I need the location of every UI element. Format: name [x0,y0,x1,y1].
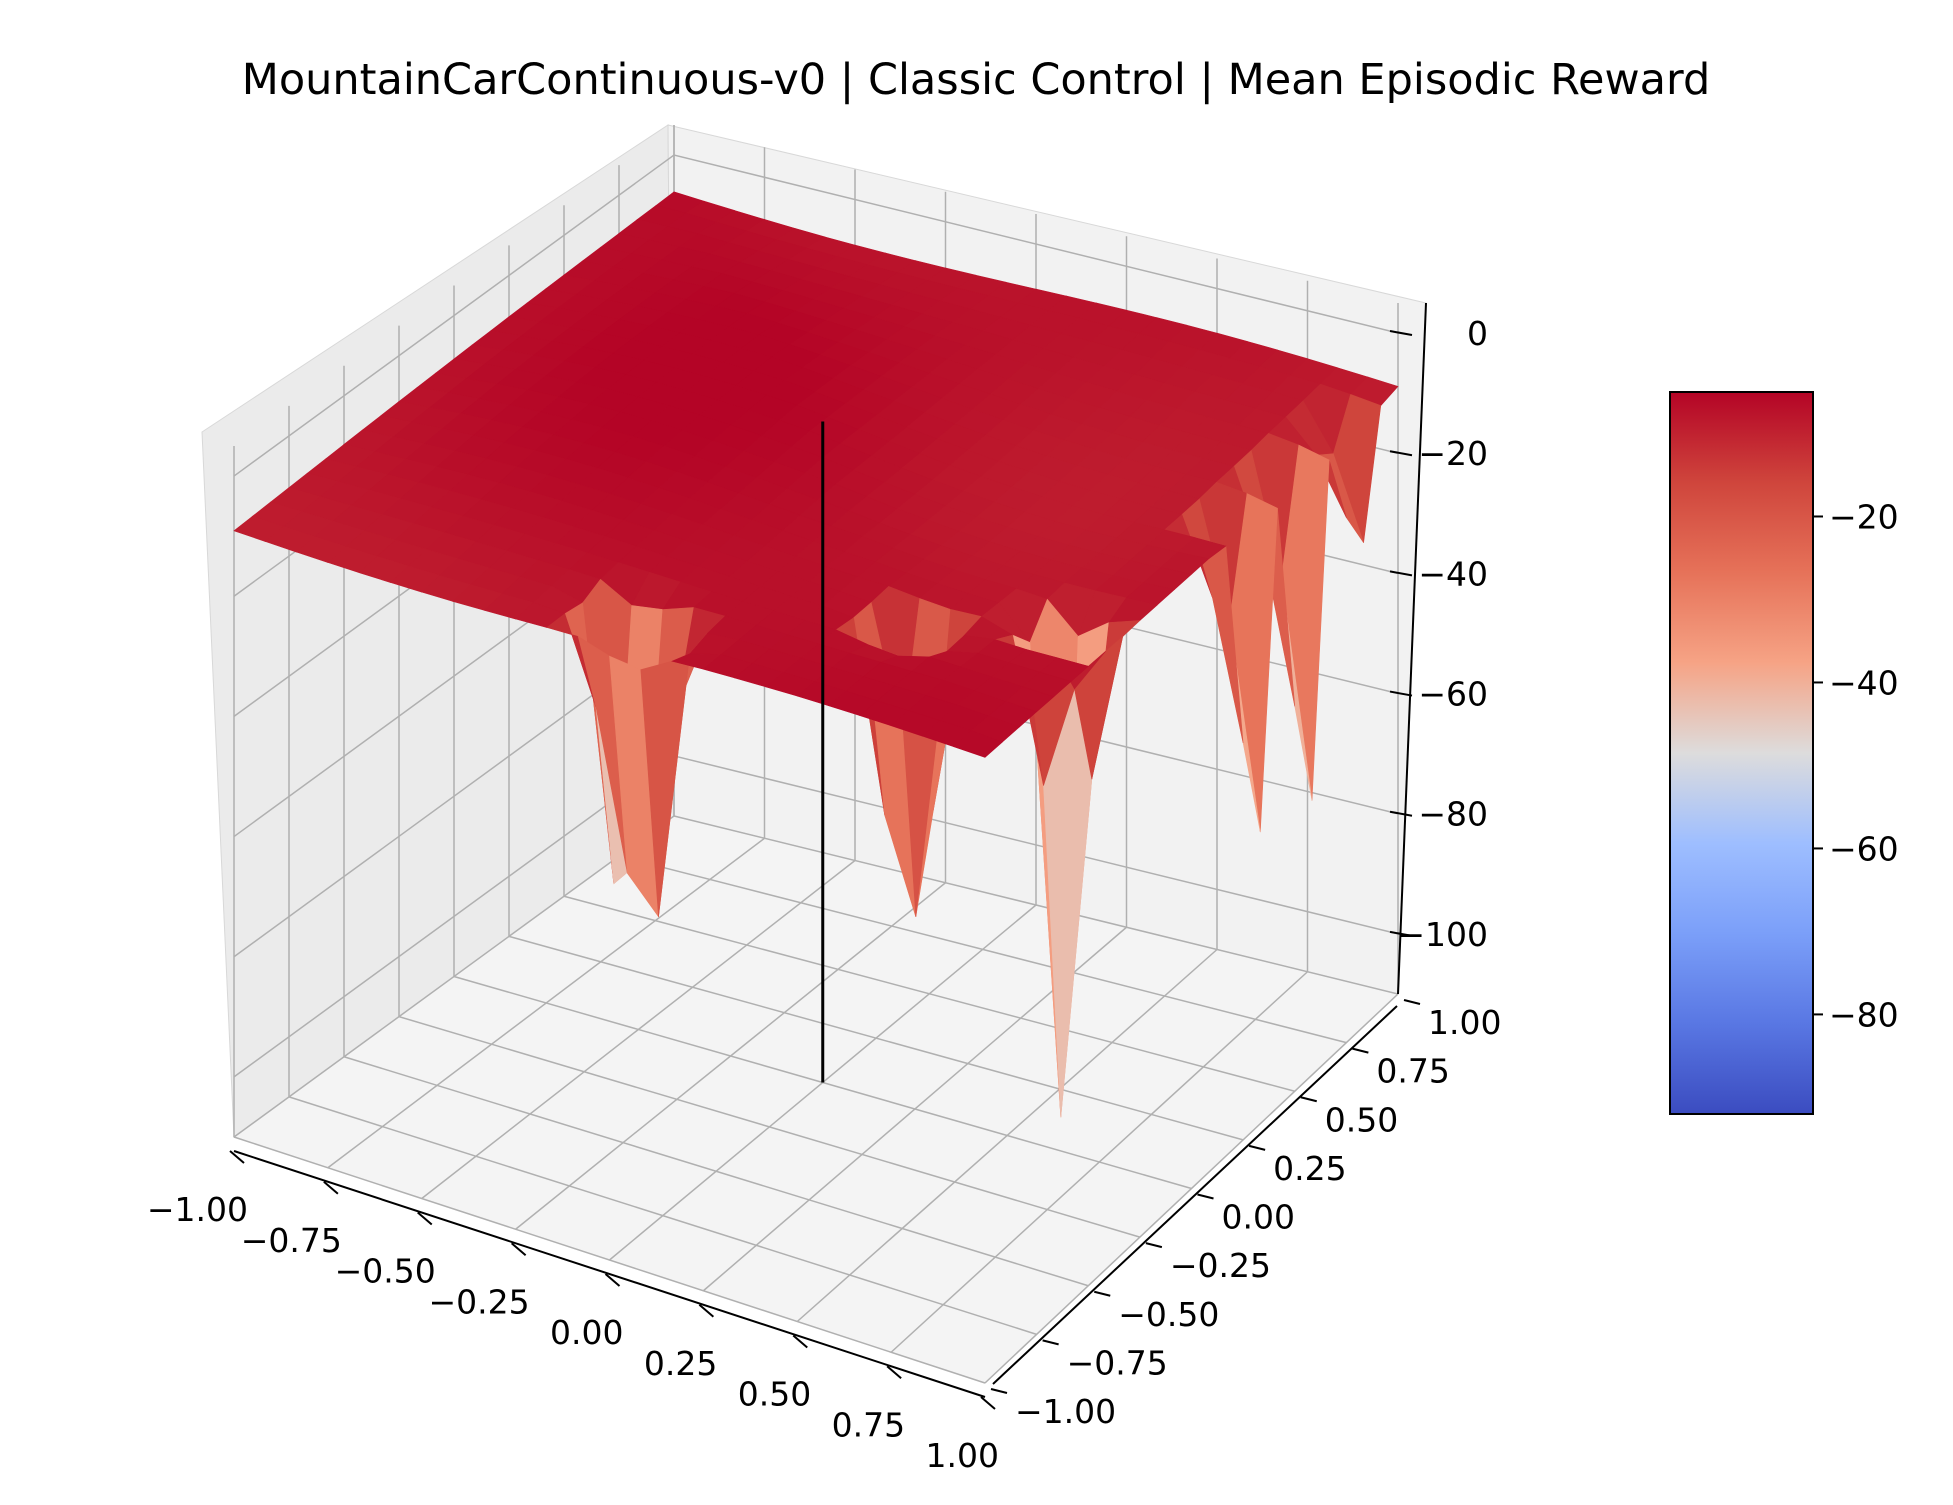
y-tick-label: −0.75 [1067,1343,1168,1382]
floor-grid-line-y [563,895,1295,1092]
floor-grid-line-y [398,1015,1141,1238]
floor-grid-line-y [508,935,1244,1141]
y-tick-label: −1.00 [1015,1392,1116,1431]
y-tick-label: 0.50 [1325,1100,1398,1139]
z-tick-label: −60 [1418,675,1488,714]
colorbar: −20 −40 −60 −80 [1669,391,1899,1115]
x-tick [604,1273,621,1287]
x-tick [417,1211,433,1226]
floor-grid-line-y [288,1096,1037,1336]
x-tick-label: −0.50 [335,1252,436,1291]
colorbar-ticks: −20 −40 −60 −80 [1813,497,1899,1034]
y-axis-line [992,1005,1398,1385]
y-tick [1197,1193,1214,1200]
y-tick [1352,1047,1369,1054]
colorbar-tick-label: −80 [1829,995,1899,1034]
x-tick-label: 0.75 [832,1405,905,1444]
y-tick-label: 1.00 [1428,1003,1501,1042]
floor-grid-line-y [343,1056,1089,1287]
y-tick-label: −0.25 [1170,1246,1271,1285]
floor-grid-line-y [233,1136,986,1384]
x-tick-label: 0.00 [550,1313,623,1352]
z-tick-label: −20 [1418,434,1488,473]
x-tick [323,1180,339,1195]
reward-surface [233,191,1399,1118]
z-tick [1389,810,1413,817]
axes-lines [233,302,1427,1398]
z-tick [1389,570,1413,577]
y-tick-label: 0.00 [1222,1198,1295,1237]
surface-patch [953,730,1003,758]
x-tick-label: 0.25 [644,1344,717,1383]
colorbar-tick-label: −40 [1829,663,1899,702]
z-axis-line [1397,302,1427,995]
z-tick-label: −80 [1418,795,1488,834]
x-tick [510,1242,527,1257]
colorbar-tick-label: −20 [1829,497,1899,536]
x-tick [792,1334,808,1349]
x-tick-label: 1.00 [926,1436,999,1475]
z-tick-label: −40 [1418,554,1488,593]
y-tick-label: −0.50 [1118,1295,1219,1334]
z-tick-labels: −100 −80 −60 −40 −20 0 [1397,314,1488,954]
z-tick [1389,450,1413,457]
x-tick-label: −0.25 [428,1282,529,1321]
z-tick-label: −100 [1397,915,1488,954]
chart-title: MountainCarContinuous-v0 | Classic Contr… [242,55,1711,105]
y-tick [1300,1096,1317,1103]
y-tick-label: 0.25 [1273,1149,1346,1188]
floor-grid-line-y [618,855,1347,1044]
x-axis-line [233,1150,986,1398]
x-tick-labels: −1.00−0.75−0.50−0.25 0.00 0.25 0.50 0.75 1.00 [147,1190,999,1475]
y-tick [1248,1144,1266,1151]
tick-marks [229,330,1421,1410]
y-tick-label: 0.75 [1376,1052,1449,1091]
x-tick [698,1303,715,1318]
x-tick-label: −0.75 [241,1221,342,1260]
y-tick [1403,999,1421,1005]
x-tick [886,1365,902,1380]
z-tick-label: 0 [1467,314,1488,353]
x-tick [980,1396,996,1410]
x-tick-label: −1.00 [147,1190,248,1229]
colorbar-tick-label: −60 [1829,829,1899,868]
y-tick [990,1388,1008,1394]
y-tick [1042,1339,1059,1346]
z-tick [1389,930,1413,937]
y-tick [1145,1242,1163,1249]
z-tick [1389,330,1413,337]
y-tick [1094,1290,1111,1297]
floor-grid-line-y [673,815,1399,995]
z-grid-line [233,154,1399,477]
y-tick-labels: −1.00 −0.75 −0.50 −0.25 0.00 0.25 0.50 0.75 1.00 [1015,1003,1501,1431]
x-tick [229,1150,245,1164]
colorbar-gradient [1669,391,1814,1115]
x-tick-label: 0.50 [738,1375,811,1414]
z-tick [1389,690,1413,697]
